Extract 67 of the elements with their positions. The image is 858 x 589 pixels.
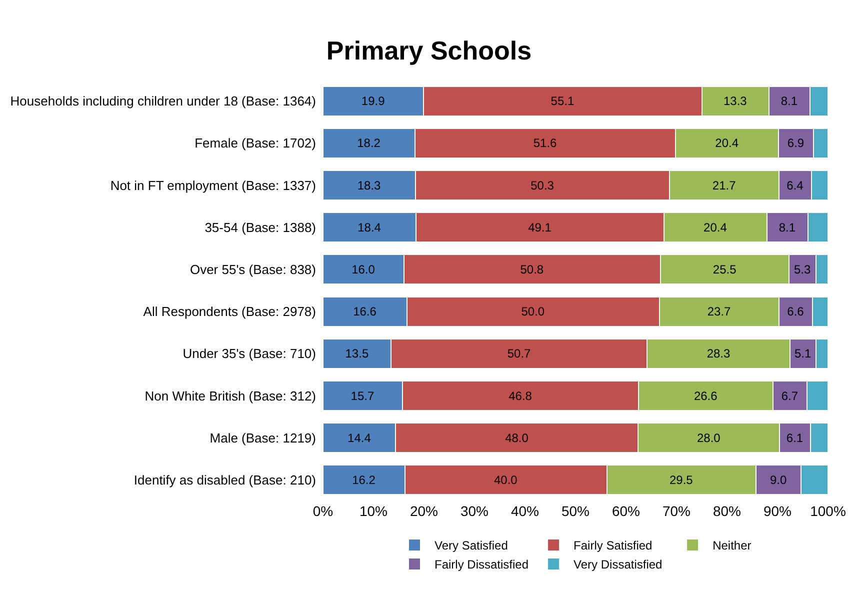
legend-label: Fairly Satisfied xyxy=(574,538,652,553)
data-label: 13.3 xyxy=(723,94,748,108)
data-label: 8.1 xyxy=(780,94,798,108)
y-tick-label: Identify as disabled (Base: 210) xyxy=(134,472,316,488)
x-tick-label: 100% xyxy=(810,503,846,519)
y-tick-label: All Respondents (Base: 2978) xyxy=(143,304,316,320)
data-label: 50.8 xyxy=(520,262,544,276)
data-label: 16.0 xyxy=(352,262,376,276)
x-tick-label: 40% xyxy=(510,503,540,519)
chart-title: Primary Schools xyxy=(326,35,532,66)
data-label: 6.7 xyxy=(781,388,798,403)
data-label: 9.0 xyxy=(770,472,788,487)
data-label: 23.7 xyxy=(707,304,732,319)
x-tick-label: 80% xyxy=(712,503,742,519)
data-label: 28.3 xyxy=(706,346,731,361)
data-label: 20.4 xyxy=(704,220,728,234)
data-label: 49.1 xyxy=(528,220,552,234)
x-tick-label: 50% xyxy=(561,503,590,519)
legend-label: Very Dissatisfied xyxy=(574,558,662,572)
data-label: 50.7 xyxy=(507,346,532,361)
data-label: 19.9 xyxy=(361,94,386,108)
data-label: 29.5 xyxy=(669,472,694,487)
y-tick-label: Male (Base: 1219) xyxy=(210,430,316,446)
data-label: 16.6 xyxy=(353,304,377,319)
data-label: 55.1 xyxy=(550,94,574,108)
y-tick-label: Female (Base: 1702) xyxy=(194,136,316,151)
data-label: 15.7 xyxy=(350,388,374,403)
x-tick-label: 10% xyxy=(359,503,388,519)
y-tick-label: Households including children under 18 (Base: 1364) xyxy=(10,94,316,109)
data-label: 18.2 xyxy=(357,136,381,150)
data-label: 48.0 xyxy=(505,430,529,445)
data-label: 50.0 xyxy=(521,304,545,319)
x-tick-label: 0% xyxy=(312,503,334,519)
x-tick-label: 60% xyxy=(612,503,640,519)
data-label: 25.5 xyxy=(712,262,737,276)
data-label: 40.0 xyxy=(494,472,518,487)
data-label: 18.4 xyxy=(358,220,382,234)
data-label: 20.4 xyxy=(715,136,739,150)
data-label: 6.1 xyxy=(786,430,804,445)
y-tick-label: Non White British (Base: 312) xyxy=(144,388,316,404)
data-label: 21.7 xyxy=(712,178,736,192)
y-tick-label: Over 55's (Base: 838) xyxy=(190,262,316,277)
x-tick-label: 90% xyxy=(763,503,792,519)
x-tick-label: 70% xyxy=(662,503,691,519)
y-tick-label: Not in FT employment (Base: 1337) xyxy=(110,178,316,193)
data-label: 5.1 xyxy=(794,346,812,361)
legend-label: Neither xyxy=(712,538,752,553)
data-label: 8.1 xyxy=(778,220,796,234)
data-label: 6.9 xyxy=(787,136,804,150)
data-label: 51.6 xyxy=(533,136,558,150)
data-label: 14.4 xyxy=(348,430,372,445)
data-label: 28.0 xyxy=(696,430,721,445)
y-tick-label: Under 35's (Base: 710) xyxy=(182,346,316,362)
legend-label: Fairly Dissatisfied xyxy=(434,558,529,572)
data-label: 16.2 xyxy=(352,472,376,487)
x-tick-label: 20% xyxy=(410,503,438,519)
x-tick-label: 30% xyxy=(460,503,489,519)
data-label: 13.5 xyxy=(345,346,369,361)
y-tick-label: 35-54 (Base: 1388) xyxy=(204,220,316,235)
data-label: 6.4 xyxy=(786,178,804,192)
data-label: 26.6 xyxy=(694,388,718,403)
data-label: 5.3 xyxy=(794,262,811,276)
data-label: 6.6 xyxy=(787,304,804,319)
legend-label: Very Satisfied xyxy=(434,538,508,553)
data-label: 50.3 xyxy=(530,178,554,192)
data-label: 18.3 xyxy=(357,178,382,192)
data-label: 46.8 xyxy=(508,388,532,403)
